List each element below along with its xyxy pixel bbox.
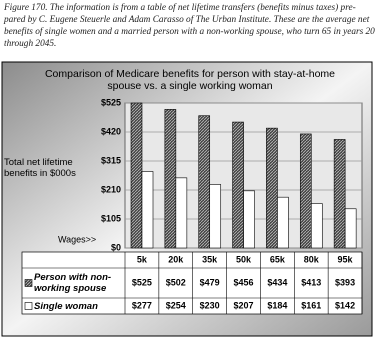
x-tick-label: 65k <box>270 254 286 264</box>
caption-line: Figure 170. The information is from a ta… <box>4 3 356 13</box>
value-label: $413 <box>301 277 321 287</box>
value-label: $277 <box>132 300 152 310</box>
y-tick-label: $525 <box>101 97 121 107</box>
x-tick-label: 20k <box>168 254 184 264</box>
value-label: $207 <box>233 300 253 310</box>
y-tick-label: $420 <box>101 126 121 136</box>
y-tick-label: $210 <box>101 184 121 194</box>
value-label: $142 <box>335 300 355 310</box>
legend-key <box>24 302 33 310</box>
value-label: $434 <box>267 277 287 287</box>
caption: Figure 170. The information is from a ta… <box>4 2 375 50</box>
legend-label: Person with non-working spouse <box>34 272 112 294</box>
x-tick-label: 95k <box>338 254 354 264</box>
bar <box>333 139 346 249</box>
value-label: $254 <box>166 300 186 310</box>
y-tick-label: $105 <box>101 213 121 223</box>
legend-label: Single woman <box>34 300 98 312</box>
y-label-box: Total net lifetime benefits in $000s <box>4 157 76 179</box>
value-label: $479 <box>200 277 220 287</box>
bar <box>299 133 312 249</box>
legend-box: Single woman <box>34 300 98 312</box>
value-label: $184 <box>267 300 287 310</box>
value-label: $393 <box>335 277 355 287</box>
caption-line: through 2045. <box>4 39 57 49</box>
data-table <box>21 251 363 315</box>
chart-title: Comparison of Medicare benefits for pers… <box>44 68 336 92</box>
bar <box>243 190 255 249</box>
x-tick-label: 50k <box>236 254 252 264</box>
legend-box: Person with non-working spouse <box>34 272 112 294</box>
y-axis-label: Total net lifetime benefits in $000s <box>4 157 76 179</box>
x-axis-label: Wages>> <box>58 234 96 244</box>
value-label: $502 <box>166 277 186 287</box>
chart-title-box: Comparison of Medicare benefits for pers… <box>44 68 336 92</box>
bar <box>310 203 323 249</box>
y-tick-label: $315 <box>101 155 121 165</box>
caption-line: pared by C. Eugene Steuerle and Adam Car… <box>4 15 370 25</box>
y-tick-label: $0 <box>111 242 121 252</box>
bar <box>130 102 143 249</box>
bar <box>209 184 222 249</box>
x-tick-label: 80k <box>304 254 320 264</box>
bar <box>141 171 154 249</box>
legend-key <box>24 279 33 287</box>
bar <box>232 121 244 249</box>
x-tick-label: 35k <box>202 254 218 264</box>
bar <box>164 109 177 249</box>
bar <box>198 115 211 249</box>
caption-line: benefits of single women and a married p… <box>4 27 375 37</box>
value-label: $456 <box>233 277 253 287</box>
x-tick-label: 5k <box>137 254 148 264</box>
value-label: $525 <box>132 277 152 287</box>
bar <box>175 177 188 249</box>
value-label: $230 <box>200 300 220 310</box>
bar <box>344 208 357 249</box>
value-label: $161 <box>301 300 321 310</box>
bar <box>266 127 278 249</box>
bar <box>277 196 289 249</box>
